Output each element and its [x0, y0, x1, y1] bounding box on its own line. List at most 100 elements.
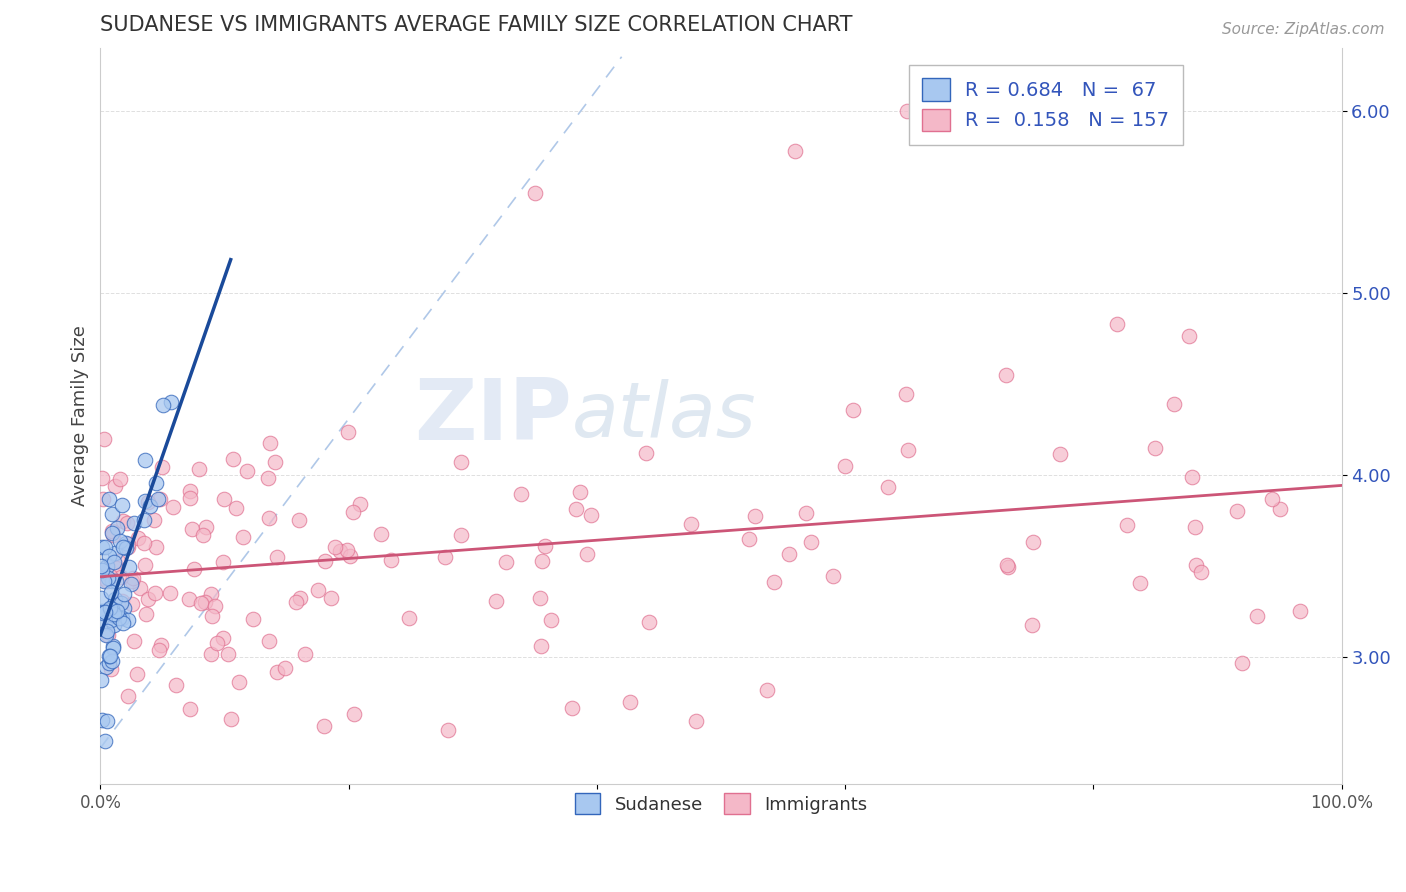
Point [100, 613, 122, 627]
Point [1107, 317, 1129, 331]
Point [125, 667, 148, 681]
Point [97, 628, 120, 642]
Point [120, 577, 142, 591]
Point [101, 528, 124, 542]
Point [98, 657, 121, 671]
Point [98, 491, 121, 506]
Point [1185, 558, 1208, 573]
Point [1288, 604, 1310, 618]
Point [188, 461, 211, 475]
Point [100, 524, 122, 538]
Point [96, 660, 118, 674]
Point [1226, 503, 1249, 517]
Point [437, 723, 460, 737]
Point [200, 586, 222, 600]
Point [162, 500, 184, 514]
Point [100, 507, 122, 521]
Point [100, 584, 122, 599]
Point [637, 615, 659, 629]
Point [285, 595, 308, 609]
Point [191, 527, 214, 541]
Point [94, 605, 117, 619]
Point [94, 734, 117, 748]
Point [97, 571, 120, 585]
Point [307, 583, 329, 598]
Point [236, 464, 259, 478]
Point [135, 607, 157, 622]
Point [132, 536, 155, 550]
Point [101, 602, 124, 616]
Point [349, 497, 371, 511]
Point [117, 613, 139, 627]
Point [450, 455, 472, 469]
Point [314, 554, 336, 568]
Point [91, 563, 114, 577]
Point [101, 574, 124, 588]
Point [897, 442, 920, 457]
Point [195, 520, 218, 534]
Point [112, 601, 135, 615]
Point [540, 613, 562, 627]
Point [90, 673, 112, 687]
Point [266, 549, 288, 564]
Point [136, 591, 159, 606]
Point [90, 604, 112, 618]
Point [565, 502, 588, 516]
Point [1232, 656, 1254, 670]
Point [181, 523, 204, 537]
Point [112, 587, 135, 601]
Point [370, 527, 392, 541]
Point [122, 633, 145, 648]
Point [575, 547, 598, 561]
Point [97, 649, 120, 664]
Point [179, 491, 201, 505]
Point [434, 549, 457, 564]
Point [534, 539, 557, 553]
Point [121, 570, 143, 584]
Point [877, 480, 900, 494]
Point [531, 554, 554, 568]
Point [103, 640, 125, 654]
Text: atlas: atlas [572, 379, 756, 453]
Point [93, 491, 115, 506]
Point [117, 540, 139, 554]
Point [312, 719, 335, 733]
Point [1270, 502, 1292, 516]
Point [122, 516, 145, 531]
Point [266, 665, 288, 679]
Point [96, 714, 118, 729]
Point [108, 611, 131, 625]
Point [228, 675, 250, 690]
Point [134, 453, 156, 467]
Point [100, 606, 122, 620]
Point [160, 394, 183, 409]
Point [94, 615, 117, 629]
Point [90, 471, 112, 485]
Point [636, 446, 658, 460]
Point [110, 596, 132, 610]
Point [112, 514, 135, 528]
Point [179, 702, 201, 716]
Point [111, 498, 134, 512]
Point [997, 560, 1019, 574]
Point [100, 662, 122, 676]
Point [91, 606, 114, 620]
Point [319, 591, 342, 606]
Point [1021, 617, 1043, 632]
Point [450, 528, 472, 542]
Point [96, 624, 118, 638]
Point [117, 560, 139, 574]
Point [212, 632, 235, 646]
Point [143, 513, 166, 527]
Point [834, 459, 856, 474]
Point [90, 540, 112, 554]
Point [200, 647, 222, 661]
Point [763, 574, 786, 589]
Point [800, 534, 823, 549]
Point [755, 682, 778, 697]
Point [256, 471, 278, 485]
Point [121, 574, 143, 588]
Point [121, 597, 143, 611]
Point [110, 594, 132, 608]
Point [218, 647, 240, 661]
